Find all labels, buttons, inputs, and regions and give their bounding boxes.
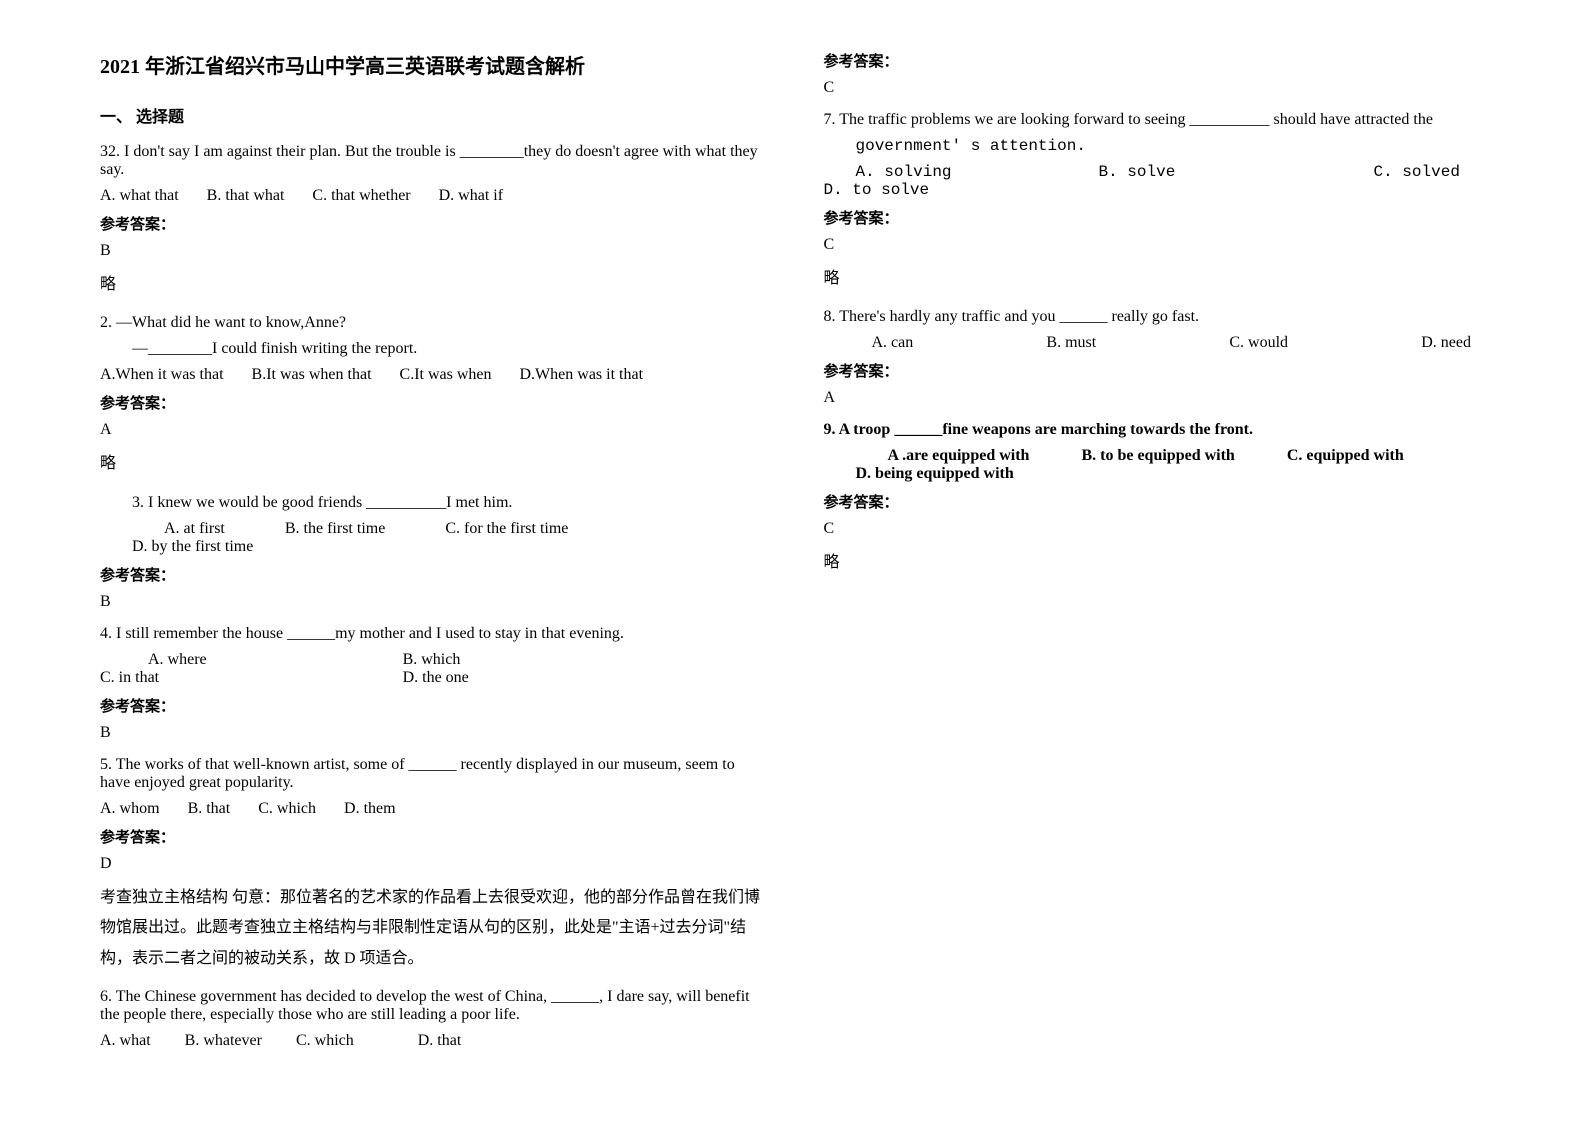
question-text: 9. A troop ______fine weapons are marchi… bbox=[824, 421, 1488, 439]
explanation: 考查独立主格结构 句意：那位著名的艺术家的作品看上去很受欢迎，他的部分作品曾在我… bbox=[100, 883, 764, 974]
question-text: 2. —What did he want to know,Anne? bbox=[100, 314, 764, 332]
explanation: 略 bbox=[100, 270, 764, 300]
option-b: B. that what bbox=[207, 187, 285, 205]
question-block: 3. I knew we would be good friends _____… bbox=[100, 494, 764, 611]
question-options: A. what B. whatever C. which D. that bbox=[100, 1032, 764, 1050]
explanation: 略 bbox=[100, 449, 764, 479]
answer-label: 参考答案： bbox=[100, 392, 764, 413]
answer-value: D bbox=[100, 855, 764, 873]
question-block: 7. The traffic problems we are looking f… bbox=[824, 111, 1488, 294]
answer-value: B bbox=[100, 593, 764, 611]
option-b: B. to be equipped with bbox=[1049, 447, 1234, 465]
option-c: C.It was when bbox=[400, 366, 492, 384]
option-b: B. which bbox=[403, 651, 702, 669]
question-text: 3. I knew we would be good friends _____… bbox=[100, 494, 764, 512]
answer-label: 参考答案： bbox=[824, 50, 1488, 71]
question-options: A .are equipped with B. to be equipped w… bbox=[824, 447, 1488, 483]
answer-value: C bbox=[824, 79, 1488, 97]
option-b: B. must bbox=[1046, 334, 1096, 352]
question-text: 7. The traffic problems we are looking f… bbox=[824, 111, 1488, 129]
option-d: D. need bbox=[1421, 334, 1471, 352]
option-d: D. what if bbox=[439, 187, 503, 205]
option-d: D.When was it that bbox=[520, 366, 644, 384]
question-text: 8. There's hardly any traffic and you __… bbox=[824, 308, 1488, 326]
answer-value: B bbox=[100, 242, 764, 260]
question-text: 32. I don't say I am against their plan.… bbox=[100, 143, 764, 179]
question-options: A. where B. which C. in that D. the one bbox=[100, 651, 764, 687]
question-options: A.When it was that B.It was when that C.… bbox=[100, 366, 764, 384]
question-block: 9. A troop ______fine weapons are marchi… bbox=[824, 421, 1488, 578]
question-text: 4. I still remember the house ______my m… bbox=[100, 625, 764, 643]
option-a: A. where bbox=[100, 651, 399, 669]
answer-label: 参考答案： bbox=[100, 564, 764, 585]
option-b: B. whatever bbox=[185, 1032, 262, 1050]
answer-label: 参考答案： bbox=[100, 213, 764, 234]
option-d: D. being equipped with bbox=[824, 465, 1014, 483]
option-d: D. the one bbox=[403, 669, 702, 687]
page-title: 2021 年浙江省绍兴市马山中学高三英语联考试题含解析 bbox=[100, 50, 764, 79]
question-block: 4. I still remember the house ______my m… bbox=[100, 625, 764, 742]
option-b: B. that bbox=[188, 800, 231, 818]
question-options: A. can B. must C. would D. need bbox=[824, 334, 1488, 352]
question-text-2: —________I could finish writing the repo… bbox=[100, 340, 764, 358]
option-d: D. to solve bbox=[824, 181, 1089, 199]
option-a: A. solving bbox=[824, 163, 1089, 181]
option-c: C. that whether bbox=[312, 187, 410, 205]
question-block: 2. —What did he want to know,Anne? —____… bbox=[100, 314, 764, 479]
question-options: A. at first B. the first time C. for the… bbox=[100, 520, 764, 556]
option-a: A. what that bbox=[100, 187, 179, 205]
option-c: C. for the first time bbox=[413, 520, 568, 538]
option-c: C. in that bbox=[100, 669, 399, 687]
answer-label: 参考答案： bbox=[824, 491, 1488, 512]
answer-label: 参考答案： bbox=[100, 826, 764, 847]
explanation: 略 bbox=[824, 264, 1488, 294]
option-c: C. solved bbox=[1374, 163, 1474, 181]
option-d: D. by the first time bbox=[100, 538, 253, 556]
option-a: A.When it was that bbox=[100, 366, 224, 384]
question-block: 32. I don't say I am against their plan.… bbox=[100, 143, 764, 300]
option-a: A. can bbox=[872, 334, 914, 352]
option-c: C. would bbox=[1229, 334, 1288, 352]
option-a: A. at first bbox=[132, 520, 225, 538]
answer-value: C bbox=[824, 520, 1488, 538]
option-d: D. them bbox=[344, 800, 396, 818]
question-options: A. solving B. solve C. solved D. to solv… bbox=[824, 163, 1488, 199]
question-text-2: government' s attention. bbox=[824, 137, 1488, 155]
question-options: A. what that B. that what C. that whethe… bbox=[100, 187, 764, 205]
answer-value: A bbox=[824, 389, 1488, 407]
answer-label: 参考答案： bbox=[824, 207, 1488, 228]
option-c: C. which bbox=[258, 800, 316, 818]
answer-label: 参考答案： bbox=[100, 695, 764, 716]
question-options: A. whom B. that C. which D. them bbox=[100, 800, 764, 818]
option-a: A. what bbox=[100, 1032, 151, 1050]
explanation: 略 bbox=[824, 548, 1488, 578]
option-b: B. solve bbox=[1099, 163, 1364, 181]
option-a: A .are equipped with bbox=[856, 447, 1030, 465]
option-b: B. the first time bbox=[253, 520, 385, 538]
answer-label: 参考答案： bbox=[824, 360, 1488, 381]
section-header: 一、 选择题 bbox=[100, 103, 764, 127]
option-c: C. which bbox=[296, 1032, 354, 1050]
option-b: B.It was when that bbox=[252, 366, 372, 384]
option-d: D. that bbox=[418, 1032, 462, 1050]
answer-value: B bbox=[100, 724, 764, 742]
option-a: A. whom bbox=[100, 800, 160, 818]
question-text: 5. The works of that well-known artist, … bbox=[100, 756, 764, 792]
question-text: 6. The Chinese government has decided to… bbox=[100, 988, 764, 1024]
answer-value: A bbox=[100, 421, 764, 439]
option-c: C. equipped with bbox=[1255, 447, 1404, 465]
answer-value: C bbox=[824, 236, 1488, 254]
question-block: 8. There's hardly any traffic and you __… bbox=[824, 308, 1488, 407]
